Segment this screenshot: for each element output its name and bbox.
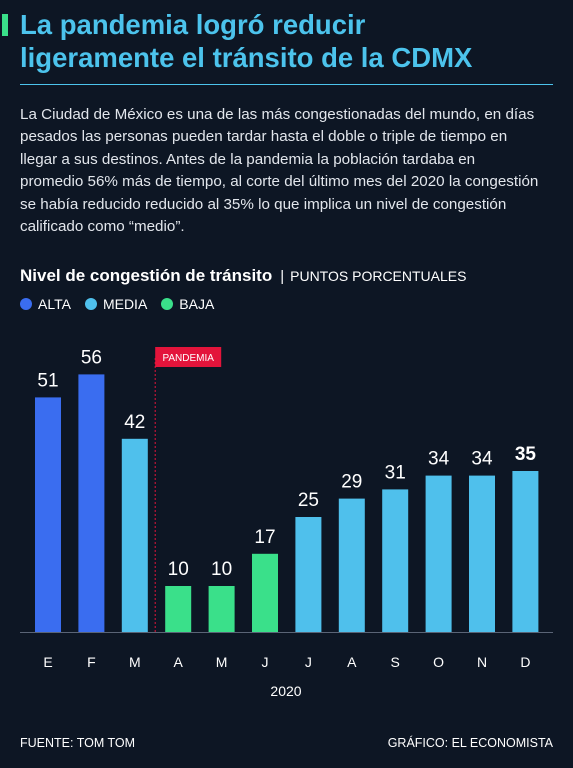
legend-dot-alta <box>20 298 32 310</box>
chart-legend: ALTA MEDIA BAJA <box>20 296 214 312</box>
legend-item-alta: ALTA <box>20 296 71 312</box>
data-label-8: 31 <box>385 462 406 483</box>
legend-label-media: MEDIA <box>102 296 148 312</box>
data-label-2: 42 <box>124 412 145 433</box>
x-tick-label-2: M <box>129 654 141 670</box>
credit-note: GRÁFICO: EL ECONOMISTA <box>387 736 553 750</box>
x-tick-label-5: J <box>262 654 269 670</box>
bar-4 <box>208 586 235 632</box>
data-label-1: 56 <box>81 347 102 368</box>
x-tick-label-6: J <box>305 654 312 670</box>
bar-2 <box>121 438 148 632</box>
data-label-3: 10 <box>168 559 189 580</box>
title-divider <box>20 84 553 85</box>
legend-dot-baja <box>161 298 174 310</box>
chart-heading: Nivel de congestión de tránsito | PUNTOS P… <box>20 266 466 286</box>
legend-item-media: MEDIA <box>84 296 148 312</box>
data-label-6: 25 <box>298 490 319 511</box>
bar-11 <box>512 471 539 632</box>
data-label-5: 17 <box>254 527 275 548</box>
data-label-7: 29 <box>341 472 362 493</box>
x-tick-label-7: A <box>347 654 357 670</box>
data-label-0: 51 <box>37 370 58 391</box>
pandemic-label: PANDEMIA <box>162 353 214 364</box>
bar-3 <box>165 586 192 632</box>
data-label-10: 34 <box>471 449 493 470</box>
x-tick-label-1: F <box>87 654 96 670</box>
legend-label-alta: ALTA <box>38 296 71 312</box>
source-note: FUENTE: TOM TOM <box>20 736 136 750</box>
x-tick-label-0: E <box>43 654 52 670</box>
page-title: La pandemia logró reducir ligeramente el… <box>20 9 473 73</box>
data-label-4: 10 <box>211 559 232 580</box>
bar-0 <box>35 397 61 632</box>
bar-5 <box>252 553 278 632</box>
legend-dot-media <box>84 298 97 310</box>
x-tick-label-8: S <box>391 654 400 670</box>
bar-1 <box>78 374 105 632</box>
data-label-11: 35 <box>515 444 537 465</box>
bar-8 <box>382 489 409 632</box>
bar-6 <box>295 517 322 632</box>
x-axis-label: 2020 <box>270 683 301 699</box>
data-label-9: 34 <box>428 449 450 470</box>
heading-separator: | <box>280 268 285 285</box>
legend-item-baja: BAJA <box>161 296 214 312</box>
pandemic-label-box <box>155 347 222 367</box>
chart-unit: PUNTOS PORCENTUALES <box>290 268 467 284</box>
x-tick-label-10: N <box>477 654 487 670</box>
title-accent-bar <box>2 14 8 36</box>
bar-7 <box>338 498 365 632</box>
bar-chart: 51 E 56 F 42 M 10 A 10 M 17 J 25 J 29 A 31 S 34 O 34 N 35 D 2020… <box>20 347 553 699</box>
bar-9 <box>425 475 452 632</box>
x-tick-label-11: D <box>520 654 530 670</box>
legend-label-baja: BAJA <box>179 296 215 312</box>
x-tick-label-4: M <box>216 654 228 670</box>
x-tick-label-3: A <box>174 654 184 670</box>
intro-paragraph: La Ciudad de México es una de las más co… <box>20 106 539 236</box>
x-tick-label-9: O <box>433 654 444 670</box>
bar-10 <box>469 475 495 632</box>
chart-title: Nivel de congestión de tránsito <box>20 266 273 285</box>
